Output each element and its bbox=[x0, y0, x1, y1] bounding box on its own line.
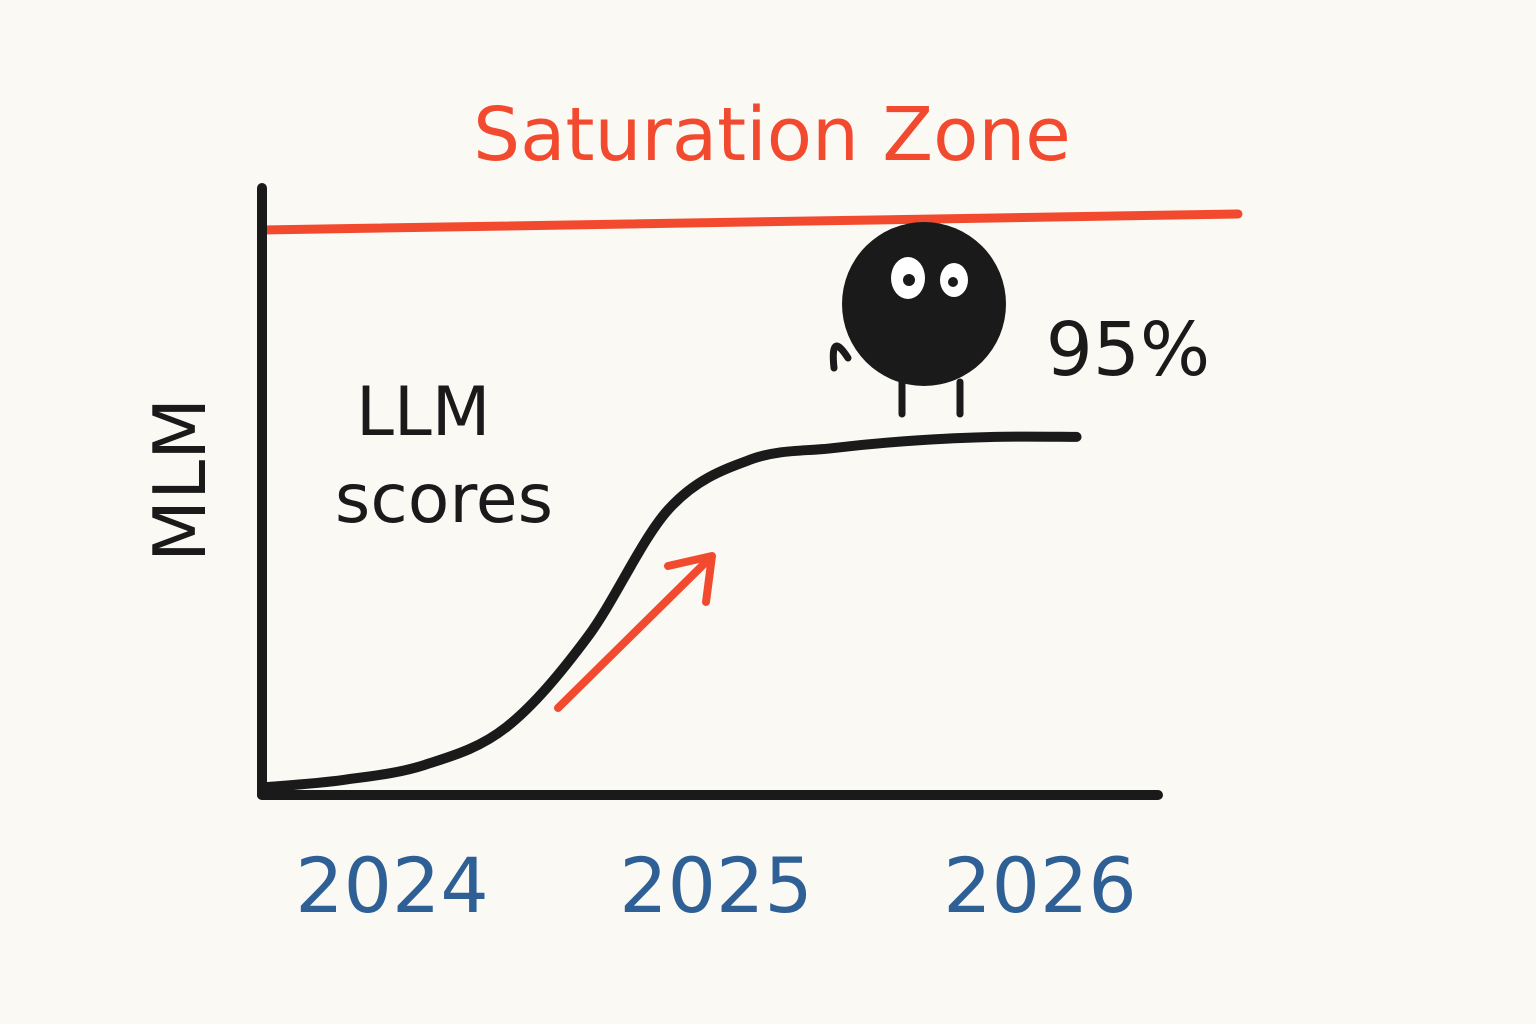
series-label-line-2: scores bbox=[335, 460, 553, 539]
chart-title: Saturation Zone bbox=[473, 92, 1071, 178]
x-tick-label: 2024 bbox=[295, 841, 488, 930]
saturation-line bbox=[257, 209, 1243, 235]
series-label-line-1: LLM bbox=[356, 373, 490, 452]
annotation-label: 95% bbox=[1046, 307, 1210, 393]
x-tick-labels: 2024 2025 2026 bbox=[295, 841, 1136, 930]
x-tick-label: 2026 bbox=[943, 841, 1136, 930]
series-label: LLM scores bbox=[335, 373, 553, 539]
y-axis-label: MLM bbox=[138, 398, 222, 562]
x-tick-label: 2025 bbox=[619, 841, 812, 930]
series-line bbox=[257, 431, 1082, 793]
trend-arrow-icon bbox=[554, 552, 716, 712]
blob-character-icon bbox=[829, 222, 1006, 418]
